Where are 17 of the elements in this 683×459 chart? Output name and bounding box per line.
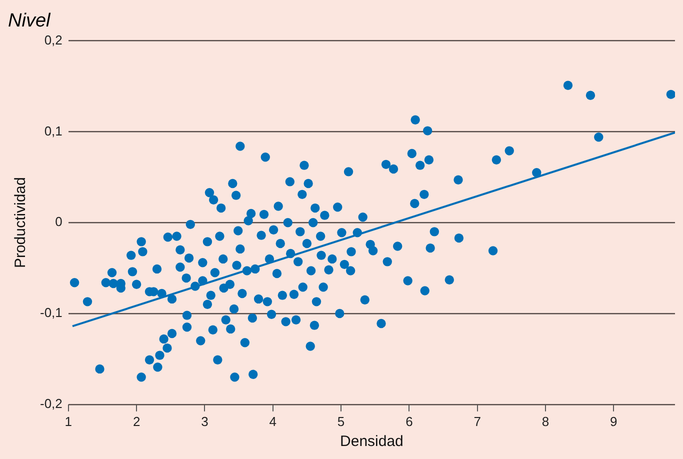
chart-subtitle: Nivel <box>8 10 52 32</box>
x-tick-label: 1 <box>64 414 72 429</box>
x-tick-label: 5 <box>337 414 345 429</box>
y-tick-label: 0 <box>55 214 62 230</box>
x-tick-label: 6 <box>406 414 413 429</box>
x-tick-label: 2 <box>132 414 140 429</box>
x-tick-label: 9 <box>610 414 618 429</box>
y-tick-label: 0,2 <box>44 32 62 48</box>
x-tick-label: 3 <box>201 414 208 429</box>
y-tick-label: 0,1 <box>44 123 62 138</box>
x-axis-title: Densidad <box>340 433 404 450</box>
y-tick-label: -0,2 <box>40 396 62 411</box>
x-tick-label: 4 <box>269 414 276 429</box>
y-tick-label: -0,1 <box>40 305 62 320</box>
x-tick-label: 7 <box>474 414 481 429</box>
y-axis-title: Productividad <box>12 177 30 268</box>
x-tick-label: 8 <box>542 414 550 429</box>
